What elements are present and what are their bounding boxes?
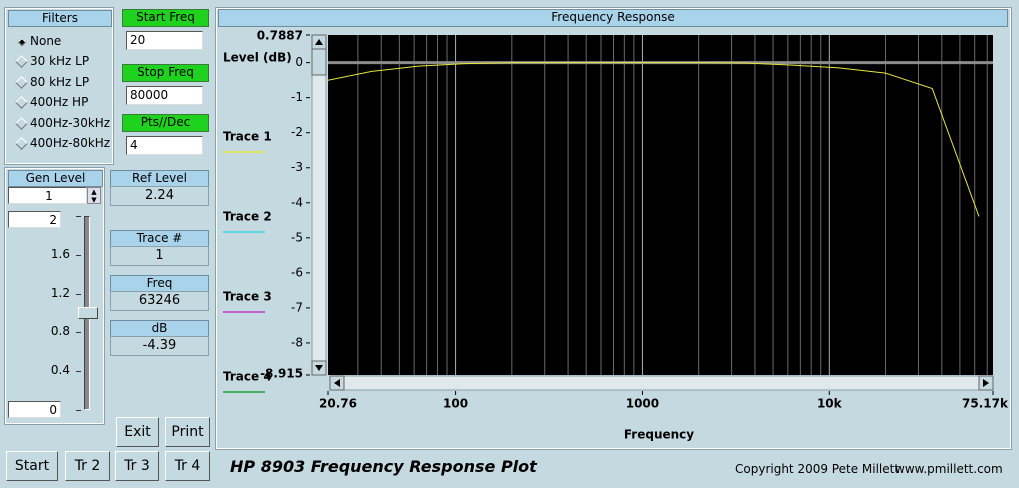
button[interactable]: Tr 2 [65, 451, 110, 481]
y-tick-label: -5 [291, 230, 303, 244]
slider-tick [76, 216, 81, 217]
slider-min: 0 [8, 401, 61, 418]
x-tick-label: 100 [443, 397, 468, 411]
filters-panel [4, 7, 114, 165]
pts-dec-input[interactable]: 4 [126, 136, 203, 155]
x-tick-label: 1000 [626, 397, 659, 411]
legend-label: Trace 4 [223, 370, 272, 384]
scroll-left-arrow [334, 379, 340, 387]
readout-label: Trace # [110, 230, 209, 247]
filter-option[interactable]: 30 kHz LP [15, 53, 89, 69]
filter-option[interactable]: None [17, 33, 61, 49]
scroll-down-arrow [315, 365, 323, 371]
button[interactable]: Tr 3 [115, 451, 159, 481]
slider-tick-label: 1.2 [50, 285, 70, 300]
vertical-scrollbar[interactable] [311, 34, 327, 376]
plot-area [328, 35, 993, 375]
slider-tick [76, 254, 81, 256]
y-tick-label: -4 [291, 195, 303, 209]
footer-title: HP 8903 Frequency Response Plot [230, 457, 537, 476]
footer-copyright: Copyright 2009 Pete Millett [735, 462, 900, 476]
y-tick-label: -8.915 [260, 367, 303, 381]
x-tick-label: 75.17k [962, 397, 1009, 411]
y-axis-label: Level (dB) [223, 51, 292, 65]
readout-label: Ref Level [110, 170, 209, 187]
x-tick-label: 20.76 [319, 397, 357, 411]
readout-value: 63246 [110, 291, 209, 311]
readout-value: -4.39 [110, 336, 209, 356]
readout-value: 1 [110, 246, 209, 266]
legend-label: Trace 1 [223, 130, 272, 144]
y-tick-label: -8 [291, 335, 303, 349]
chart-panel [215, 7, 1012, 450]
filter-option[interactable]: 400Hz-30kHz [15, 115, 110, 131]
scroll-up-arrow [315, 39, 323, 45]
scroll-right-arrow [983, 379, 989, 387]
slider-thumb[interactable] [78, 307, 98, 319]
readout-label: Freq [110, 275, 209, 292]
gen-level-label: Gen Level [8, 170, 103, 187]
stop-freq-label: Stop Freq [122, 64, 209, 82]
button[interactable]: Exit [116, 417, 159, 447]
scroll-thumb[interactable] [311, 48, 327, 76]
gen-level-panel [4, 167, 105, 425]
filter-option[interactable]: 400Hz HP [15, 94, 88, 110]
footer-url: www.pmillett.com [895, 462, 1003, 476]
trace-line [328, 62, 980, 217]
gen-level-input[interactable]: 1 [8, 187, 87, 204]
button[interactable]: Print [165, 417, 210, 447]
x-tick-label: 10k [817, 397, 843, 411]
start-freq-input[interactable]: 20 [126, 31, 203, 50]
legend-label: Trace 2 [223, 210, 272, 224]
y-tick-label: -7 [291, 300, 303, 314]
pts-dec-label: Pts//Dec [122, 114, 209, 132]
button[interactable]: Tr 4 [165, 451, 210, 481]
readout-label: dB [110, 320, 209, 337]
y-tick-label: 0.7887 [257, 29, 303, 43]
readout-value: 2.24 [110, 186, 209, 206]
slider-max: 2 [8, 211, 61, 228]
y-tick-label: -6 [291, 265, 303, 279]
y-tick-label: -2 [291, 125, 303, 139]
start-freq-label: Start Freq [122, 9, 209, 27]
y-tick-label: -1 [291, 90, 303, 104]
slider-tick [76, 332, 81, 334]
x-axis-label: Frequency [624, 428, 694, 442]
y-tick-label: -3 [291, 160, 303, 174]
legend-label: Trace 3 [223, 290, 272, 304]
horizontal-scrollbar[interactable] [329, 375, 994, 391]
slider-tick [76, 371, 81, 373]
slider-tick-label: 0.8 [50, 324, 70, 339]
gen-level-spinner[interactable]: ▲ ▼ [87, 187, 101, 204]
slider-tick [76, 293, 81, 295]
stop-freq-input[interactable]: 80000 [126, 86, 203, 105]
slider-tick-label: 0.4 [50, 363, 70, 378]
chart-title: Frequency Response [218, 9, 1008, 27]
y-tick-label: 0 [295, 55, 303, 69]
slider-tick-label: 1.6 [50, 246, 70, 261]
filter-option[interactable]: 400Hz-80kHz [15, 135, 110, 151]
button[interactable]: Start [6, 451, 58, 481]
filters-title: Filters [8, 10, 112, 27]
slider-tick [76, 410, 81, 411]
filter-option[interactable]: 80 kHz LP [15, 74, 89, 90]
